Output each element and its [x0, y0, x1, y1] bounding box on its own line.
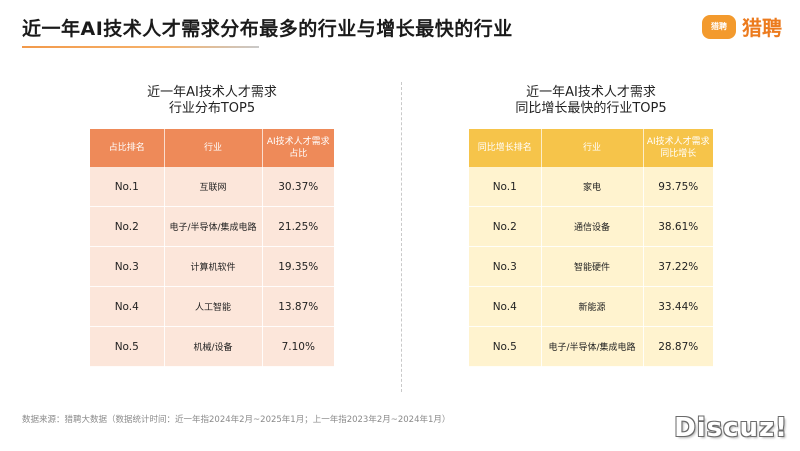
industry-cell: 机械/设备 [164, 326, 263, 367]
rank-cell: No.1 [469, 167, 542, 207]
table-row: No.3 智能硬件 37.22% [469, 246, 713, 287]
right-panel-title-line2: 同比增长最快的行业TOP5 [515, 101, 667, 116]
logo-text: 猎聘 [742, 16, 782, 40]
industry-cell: 人工智能 [164, 286, 263, 327]
industry-cell: 计算机软件 [164, 246, 263, 287]
header-share: AI技术人才需求占比 [262, 129, 334, 167]
left-panel: 近一年AI技术人才需求 行业分布TOP5 占比排名 行业 AI技术人才需求占比 … [90, 85, 334, 367]
growth-cell: 93.75% [643, 167, 713, 207]
left-panel-title-line2: 行业分布TOP5 [168, 101, 256, 116]
left-panel-title-line1: 近一年AI技术人才需求 [147, 85, 277, 100]
rank-cell: No.5 [469, 326, 542, 367]
liepin-logo: 猎聘 猎聘 [702, 12, 782, 41]
industry-distribution-table: 占比排名 行业 AI技术人才需求占比 No.1 互联网 30.37% No.2 … [90, 129, 334, 367]
right-panel-title-line1: 近一年AI技术人才需求 [526, 85, 656, 100]
table-row: No.4 人工智能 13.87% [90, 286, 334, 327]
page-title: 近一年AI技术人才需求分布最多的行业与增长最快的行业 [22, 18, 513, 40]
share-cell: 21.25% [262, 206, 334, 247]
table-row: No.2 电子/半导体/集成电路 21.25% [90, 206, 334, 247]
rank-cell: No.1 [90, 167, 165, 207]
right-panel: 近一年AI技术人才需求 同比增长最快的行业TOP5 同比增长排名 行业 AI技术… [469, 85, 713, 367]
right-panel-title: 近一年AI技术人才需求 同比增长最快的行业TOP5 [469, 85, 713, 117]
table-row: No.5 机械/设备 7.10% [90, 326, 334, 367]
header-rank: 占比排名 [90, 129, 165, 167]
logo-icon: 猎聘 [702, 14, 736, 39]
discuz-watermark: Discuz! [674, 413, 788, 443]
table-row: No.2 通信设备 38.61% [469, 206, 713, 247]
rank-cell: No.4 [469, 286, 542, 327]
industry-cell: 电子/半导体/集成电路 [164, 206, 263, 247]
header-industry: 行业 [541, 129, 644, 167]
table-row: No.3 计算机软件 19.35% [90, 246, 334, 287]
header-industry: 行业 [164, 129, 263, 167]
header-growth: AI技术人才需求同比增长 [643, 129, 713, 167]
rank-cell: No.2 [469, 206, 542, 247]
table-row: No.1 互联网 30.37% [90, 167, 334, 207]
industry-cell: 电子/半导体/集成电路 [541, 326, 644, 367]
growth-cell: 33.44% [643, 286, 713, 327]
left-panel-title: 近一年AI技术人才需求 行业分布TOP5 [90, 85, 334, 117]
table-row: No.1 家电 93.75% [469, 167, 713, 207]
table-row: No.4 新能源 33.44% [469, 286, 713, 327]
growth-cell: 37.22% [643, 246, 713, 287]
growth-cell: 28.87% [643, 326, 713, 367]
table-header-row: 占比排名 行业 AI技术人才需求占比 [90, 129, 334, 167]
rank-cell: No.3 [469, 246, 542, 287]
industry-cell: 家电 [541, 167, 644, 207]
table-row: No.5 电子/半导体/集成电路 28.87% [469, 326, 713, 367]
table-header-row: 同比增长排名 行业 AI技术人才需求同比增长 [469, 129, 713, 167]
rank-cell: No.5 [90, 326, 165, 367]
panel-divider [401, 82, 402, 392]
rank-cell: No.2 [90, 206, 165, 247]
rank-cell: No.3 [90, 246, 165, 287]
industry-cell: 通信设备 [541, 206, 644, 247]
data-source-footnote: 数据来源：猎聘大数据（数据统计时间：近一年指2024年2月~2025年1月；上一… [22, 415, 451, 425]
growth-cell: 38.61% [643, 206, 713, 247]
header-rank: 同比增长排名 [469, 129, 542, 167]
industry-cell: 互联网 [164, 167, 263, 207]
rank-cell: No.4 [90, 286, 165, 327]
share-cell: 7.10% [262, 326, 334, 367]
share-cell: 30.37% [262, 167, 334, 207]
industry-cell: 智能硬件 [541, 246, 644, 287]
share-cell: 13.87% [262, 286, 334, 327]
industry-cell: 新能源 [541, 286, 644, 327]
industry-growth-table: 同比增长排名 行业 AI技术人才需求同比增长 No.1 家电 93.75% No… [469, 129, 713, 367]
title-underline [22, 46, 259, 48]
share-cell: 19.35% [262, 246, 334, 287]
